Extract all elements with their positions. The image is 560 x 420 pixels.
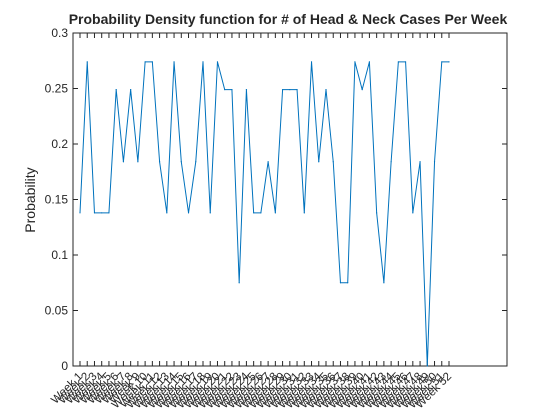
data-point [339,282,342,284]
data-point [253,212,255,214]
data-point [441,61,443,63]
data-point [79,212,81,214]
data-point [303,212,305,214]
data-point [130,89,132,91]
plot-area [72,32,508,367]
series-line [79,61,449,367]
data-point [195,161,197,163]
data-point [383,282,385,284]
data-point [122,161,125,163]
data-point [376,212,378,214]
y-tick-label: 0 [61,359,68,373]
data-point [209,212,211,214]
data-point [368,61,371,63]
y-axis-label: Probability [22,167,38,232]
axes-box [72,32,508,367]
data-point [144,61,146,63]
data-point [101,212,103,214]
data-point [274,212,276,214]
data-point [347,282,349,284]
data-point [412,212,414,214]
data-point [281,89,284,91]
y-tick-label: 0.15 [45,193,69,207]
data-point [166,212,168,214]
data-point [108,212,110,214]
data-point [137,161,139,163]
data-point [187,212,190,214]
data-point [231,89,233,91]
data-point [426,365,428,367]
data-point [202,61,204,63]
data-point [296,89,298,91]
data-points [79,61,450,367]
data-point [93,212,96,214]
data-point [361,89,363,91]
data-point [310,61,313,63]
data-point [115,89,117,91]
data-point [267,161,269,163]
data-point [325,89,327,91]
data-point [180,161,182,163]
y-tick-label: 0.2 [51,137,68,151]
y-tick-label: 0.25 [45,82,69,96]
y-tick-label: 0.1 [51,248,68,262]
data-point [260,212,262,214]
data-point [404,61,407,63]
data-point [397,61,399,63]
y-tick-label: 0.05 [45,304,69,318]
data-point [173,61,175,63]
data-point [224,89,226,91]
data-point [245,89,248,91]
chart-title: Probability Density function for # of He… [69,11,508,27]
data-point [390,161,392,163]
data-point [86,61,88,63]
data-point [354,61,356,63]
data-point [158,161,161,163]
data-point [151,61,153,63]
y-axis: 0 0.05 0.1 0.15 0.2 0.25 0.3 [45,26,507,373]
data-point [216,61,219,63]
data-point [448,61,450,63]
y-tick-label: 0.3 [51,26,68,40]
data-point [433,161,436,163]
data-point [289,89,291,91]
data-point [238,282,240,284]
data-point [332,161,334,163]
data-point [419,161,421,163]
data-point [318,161,320,163]
